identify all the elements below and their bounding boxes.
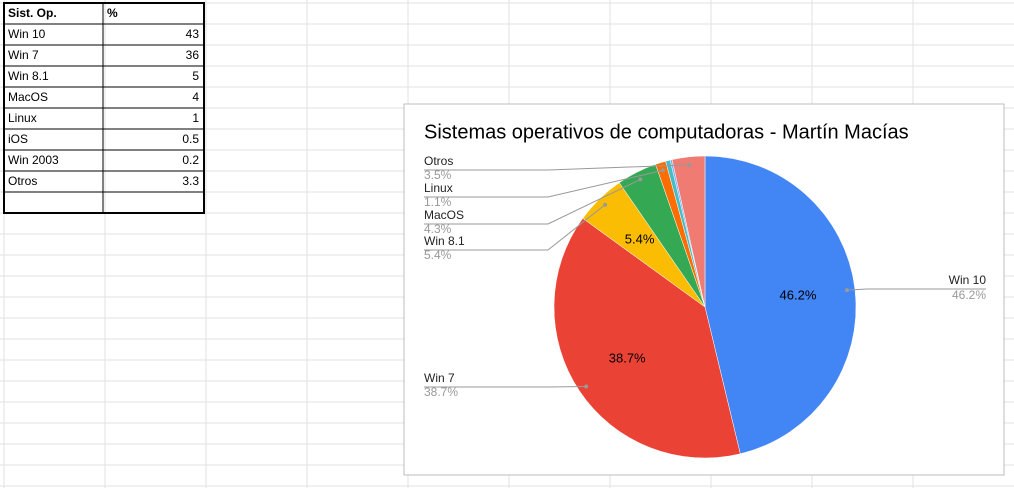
leader-line — [424, 169, 664, 198]
label-name: Win 7 — [424, 371, 455, 385]
cell-name: MacOS — [8, 90, 48, 104]
cell-name: Win 8.1 — [8, 69, 49, 83]
cell-value: 1 — [192, 111, 199, 125]
slice-label: 38.7% — [609, 350, 646, 365]
table-border — [3, 2, 205, 214]
header-cell: % — [107, 6, 118, 20]
label-name: Otros — [424, 154, 453, 168]
leader-line — [424, 164, 690, 171]
label-name: Win 8.1 — [424, 234, 465, 248]
label-percent: 38.7% — [424, 385, 458, 399]
cell-value: 36 — [186, 48, 200, 62]
slice-label: 5.4% — [625, 231, 655, 246]
pie-slice — [553, 218, 741, 459]
cell-name: Win 10 — [8, 27, 46, 41]
label-name: Linux — [424, 181, 453, 195]
label-percent: 5.4% — [424, 248, 452, 262]
cell-value: 0.2 — [182, 153, 199, 167]
label-percent: 4.3% — [424, 222, 452, 236]
cell-value: 0.5 — [182, 132, 199, 146]
data-table: Sist. Op. % Win 10 43 Win 7 36 Win 8.1 5 MacOS 4 L… — [3, 2, 205, 214]
cell-value: 43 — [186, 27, 200, 41]
label-name: Win 10 — [949, 273, 987, 287]
cell-name: Win 7 — [8, 48, 39, 62]
leader-line — [424, 178, 641, 225]
label-percent: 46.2% — [952, 288, 986, 302]
pie-slice — [671, 155, 706, 308]
label-name: MacOS — [424, 208, 464, 222]
cell-name: Linux — [8, 111, 37, 125]
cell-name: Win 2003 — [8, 153, 59, 167]
cell-value: 5 — [192, 69, 199, 83]
label-percent: 1.1% — [424, 195, 452, 209]
leader-line — [424, 204, 606, 251]
header-cell: Sist. Op. — [8, 6, 57, 20]
label-percent: 3.5% — [424, 168, 452, 182]
chart-title: Sistemas operativos de computadoras - Ma… — [424, 121, 909, 143]
cell-value: 3.3 — [182, 174, 199, 188]
leader-line — [846, 288, 986, 291]
slice-label: 46.2% — [780, 287, 817, 302]
cell-value: 4 — [192, 90, 199, 104]
cell-name: Otros — [8, 174, 37, 188]
cell-name: iOS — [8, 132, 28, 146]
